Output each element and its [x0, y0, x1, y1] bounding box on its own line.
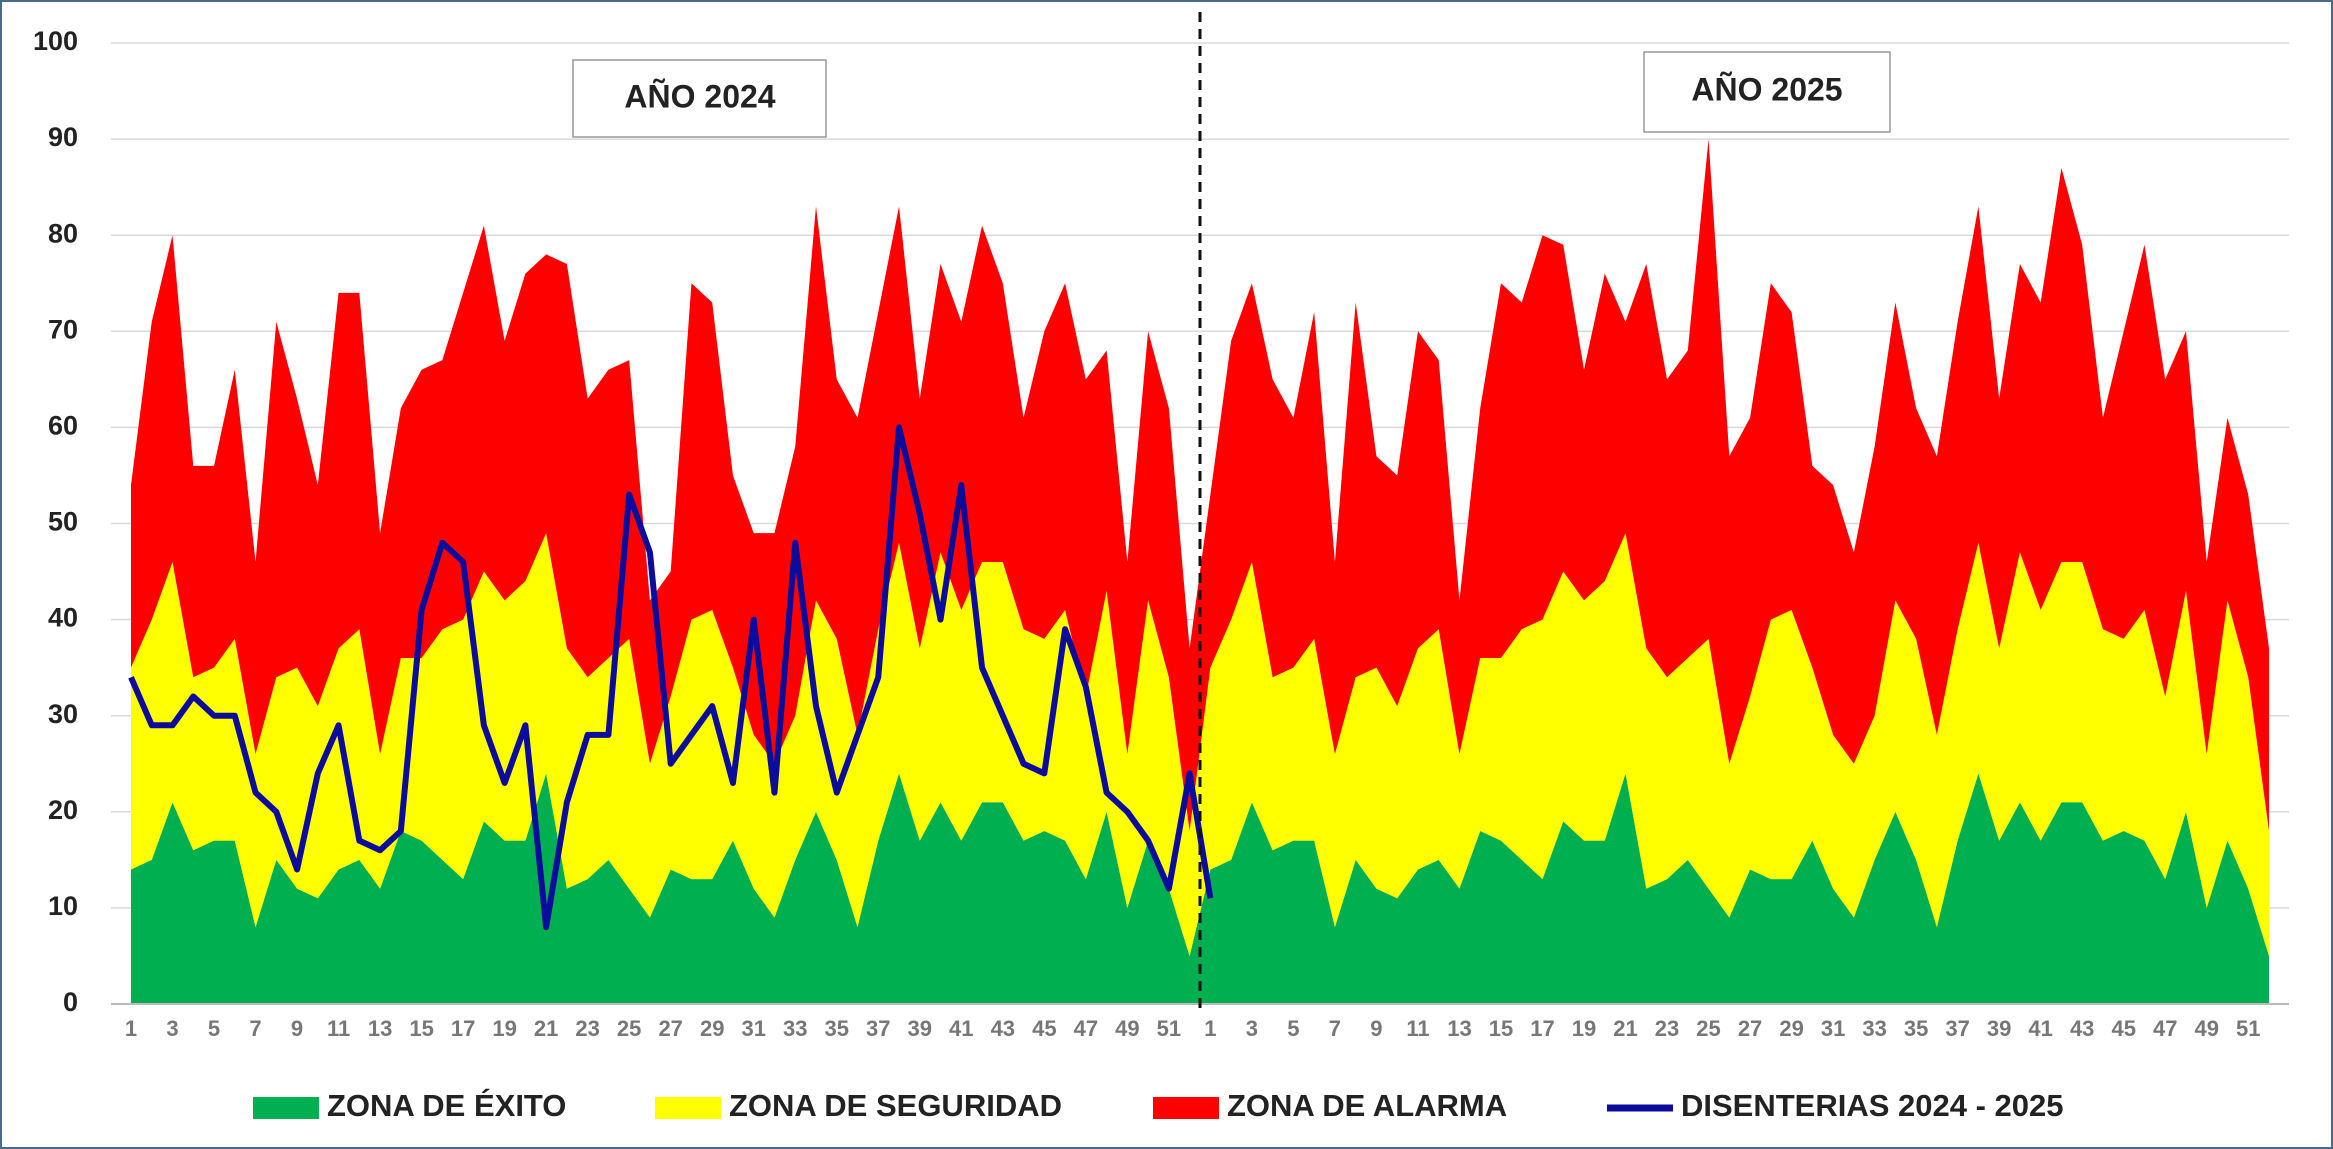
x-tick-label: 11 — [327, 1016, 350, 1041]
x-tick-label: 23 — [575, 1016, 599, 1041]
x-tick-label: 45 — [1032, 1016, 1056, 1041]
x-tick-label: 19 — [492, 1016, 516, 1041]
plot-area — [111, 42, 2289, 1005]
y-tick-label: 50 — [48, 507, 78, 537]
x-tick-label: 13 — [1447, 1016, 1471, 1041]
x-tick-label: 29 — [1779, 1016, 1803, 1041]
x-tick-label: 19 — [1572, 1016, 1596, 1041]
x-tick-label: 39 — [1987, 1016, 2011, 1041]
y-tick-label: 20 — [48, 795, 78, 825]
x-tick-label: 33 — [783, 1016, 807, 1041]
y-tick-label: 0 — [63, 987, 78, 1017]
area — [131, 139, 2269, 832]
annotation-box — [1643, 51, 1891, 133]
x-tick-label: 41 — [949, 1016, 973, 1041]
x-tick-label: 43 — [2070, 1016, 2094, 1041]
x-tick-label: 51 — [1157, 1016, 1181, 1041]
x-tick-label: 31 — [741, 1016, 765, 1041]
y-tick-label: 40 — [48, 603, 78, 633]
x-tick-label: 15 — [1489, 1016, 1513, 1041]
x-tick-label: 27 — [1738, 1016, 1762, 1041]
x-tick-label: 37 — [866, 1016, 890, 1041]
y-tick-label: 100 — [33, 26, 78, 56]
legend-label: ZONA DE ÉXITO — [327, 1088, 566, 1123]
x-tick-label: 21 — [534, 1016, 558, 1041]
x-tick-label: 33 — [1862, 1016, 1886, 1041]
x-tick-label: 35 — [1904, 1016, 1928, 1041]
legend-item: ZONA DE SEGURIDAD — [655, 1088, 1062, 1123]
x-tick-label: 13 — [368, 1016, 392, 1041]
y-tick-label: 30 — [48, 699, 78, 729]
x-tick-label: 35 — [825, 1016, 849, 1041]
area — [131, 773, 2269, 1004]
x-tick-label: 47 — [1074, 1016, 1098, 1041]
x-tick-label: 3 — [166, 1016, 178, 1041]
annotation: AÑO 2025 — [1691, 71, 1842, 107]
legend-item: ZONA DE ÉXITO — [253, 1088, 566, 1123]
x-tick-label: 45 — [2111, 1016, 2135, 1041]
x-tick-label: 7 — [249, 1016, 261, 1041]
x-tick-label: 49 — [2194, 1016, 2218, 1041]
x-tick-label: 21 — [1613, 1016, 1637, 1041]
x-tick-label: 39 — [908, 1016, 932, 1041]
annotation-box — [572, 59, 827, 138]
y-tick-label: 70 — [48, 314, 78, 344]
annotation: AÑO 2024 — [624, 78, 775, 114]
x-tick-label: 17 — [1530, 1016, 1554, 1041]
x-tick-label: 29 — [700, 1016, 724, 1041]
legend-label: DISENTERIAS 2024 - 2025 — [1681, 1088, 2064, 1123]
x-tick-label: 11 — [1406, 1016, 1429, 1041]
x-tick-label: 37 — [1945, 1016, 1969, 1041]
legend-swatch — [655, 1097, 721, 1119]
x-tick-label: 23 — [1655, 1016, 1679, 1041]
x-tick-label: 3 — [1246, 1016, 1258, 1041]
line — [128, 424, 1214, 931]
x-tick-label: 1 — [1204, 1016, 1216, 1041]
x-tick-label: 9 — [1370, 1016, 1382, 1041]
x-tick-label: 27 — [658, 1016, 682, 1041]
legend-swatch — [253, 1097, 319, 1119]
x-tick-label: 41 — [2028, 1016, 2052, 1041]
y-tick-label: 10 — [48, 891, 78, 921]
legend-swatch — [1153, 1097, 1219, 1119]
legend-item: DISENTERIAS 2024 - 2025 — [1607, 1088, 2064, 1123]
x-tick-label: 47 — [2153, 1016, 2177, 1041]
x-tick-label: 17 — [451, 1016, 475, 1041]
x-tick-label: 5 — [1287, 1016, 1299, 1041]
x-tick-label: 5 — [208, 1016, 220, 1041]
y-tick-label: 90 — [48, 122, 78, 152]
x-tick-label: 15 — [409, 1016, 433, 1041]
x-tick-label: 25 — [617, 1016, 641, 1041]
x-tick-label: 31 — [1821, 1016, 1845, 1041]
x-tick-label: 9 — [291, 1016, 303, 1041]
area — [131, 533, 2269, 956]
x-tick-label: 25 — [1696, 1016, 1720, 1041]
legend-label: ZONA DE SEGURIDAD — [729, 1088, 1062, 1123]
x-tick-label: 1 — [125, 1016, 137, 1041]
y-tick-label: 60 — [48, 411, 78, 441]
x-tick-label: 49 — [1115, 1016, 1139, 1041]
legend-item: ZONA DE ALARMA — [1153, 1088, 1507, 1123]
x-tick-label: 43 — [991, 1016, 1015, 1041]
y-tick-label: 80 — [48, 218, 78, 248]
legend-label: ZONA DE ALARMA — [1227, 1088, 1507, 1123]
x-tick-label: 51 — [2236, 1016, 2260, 1041]
x-tick-label: 7 — [1329, 1016, 1341, 1041]
